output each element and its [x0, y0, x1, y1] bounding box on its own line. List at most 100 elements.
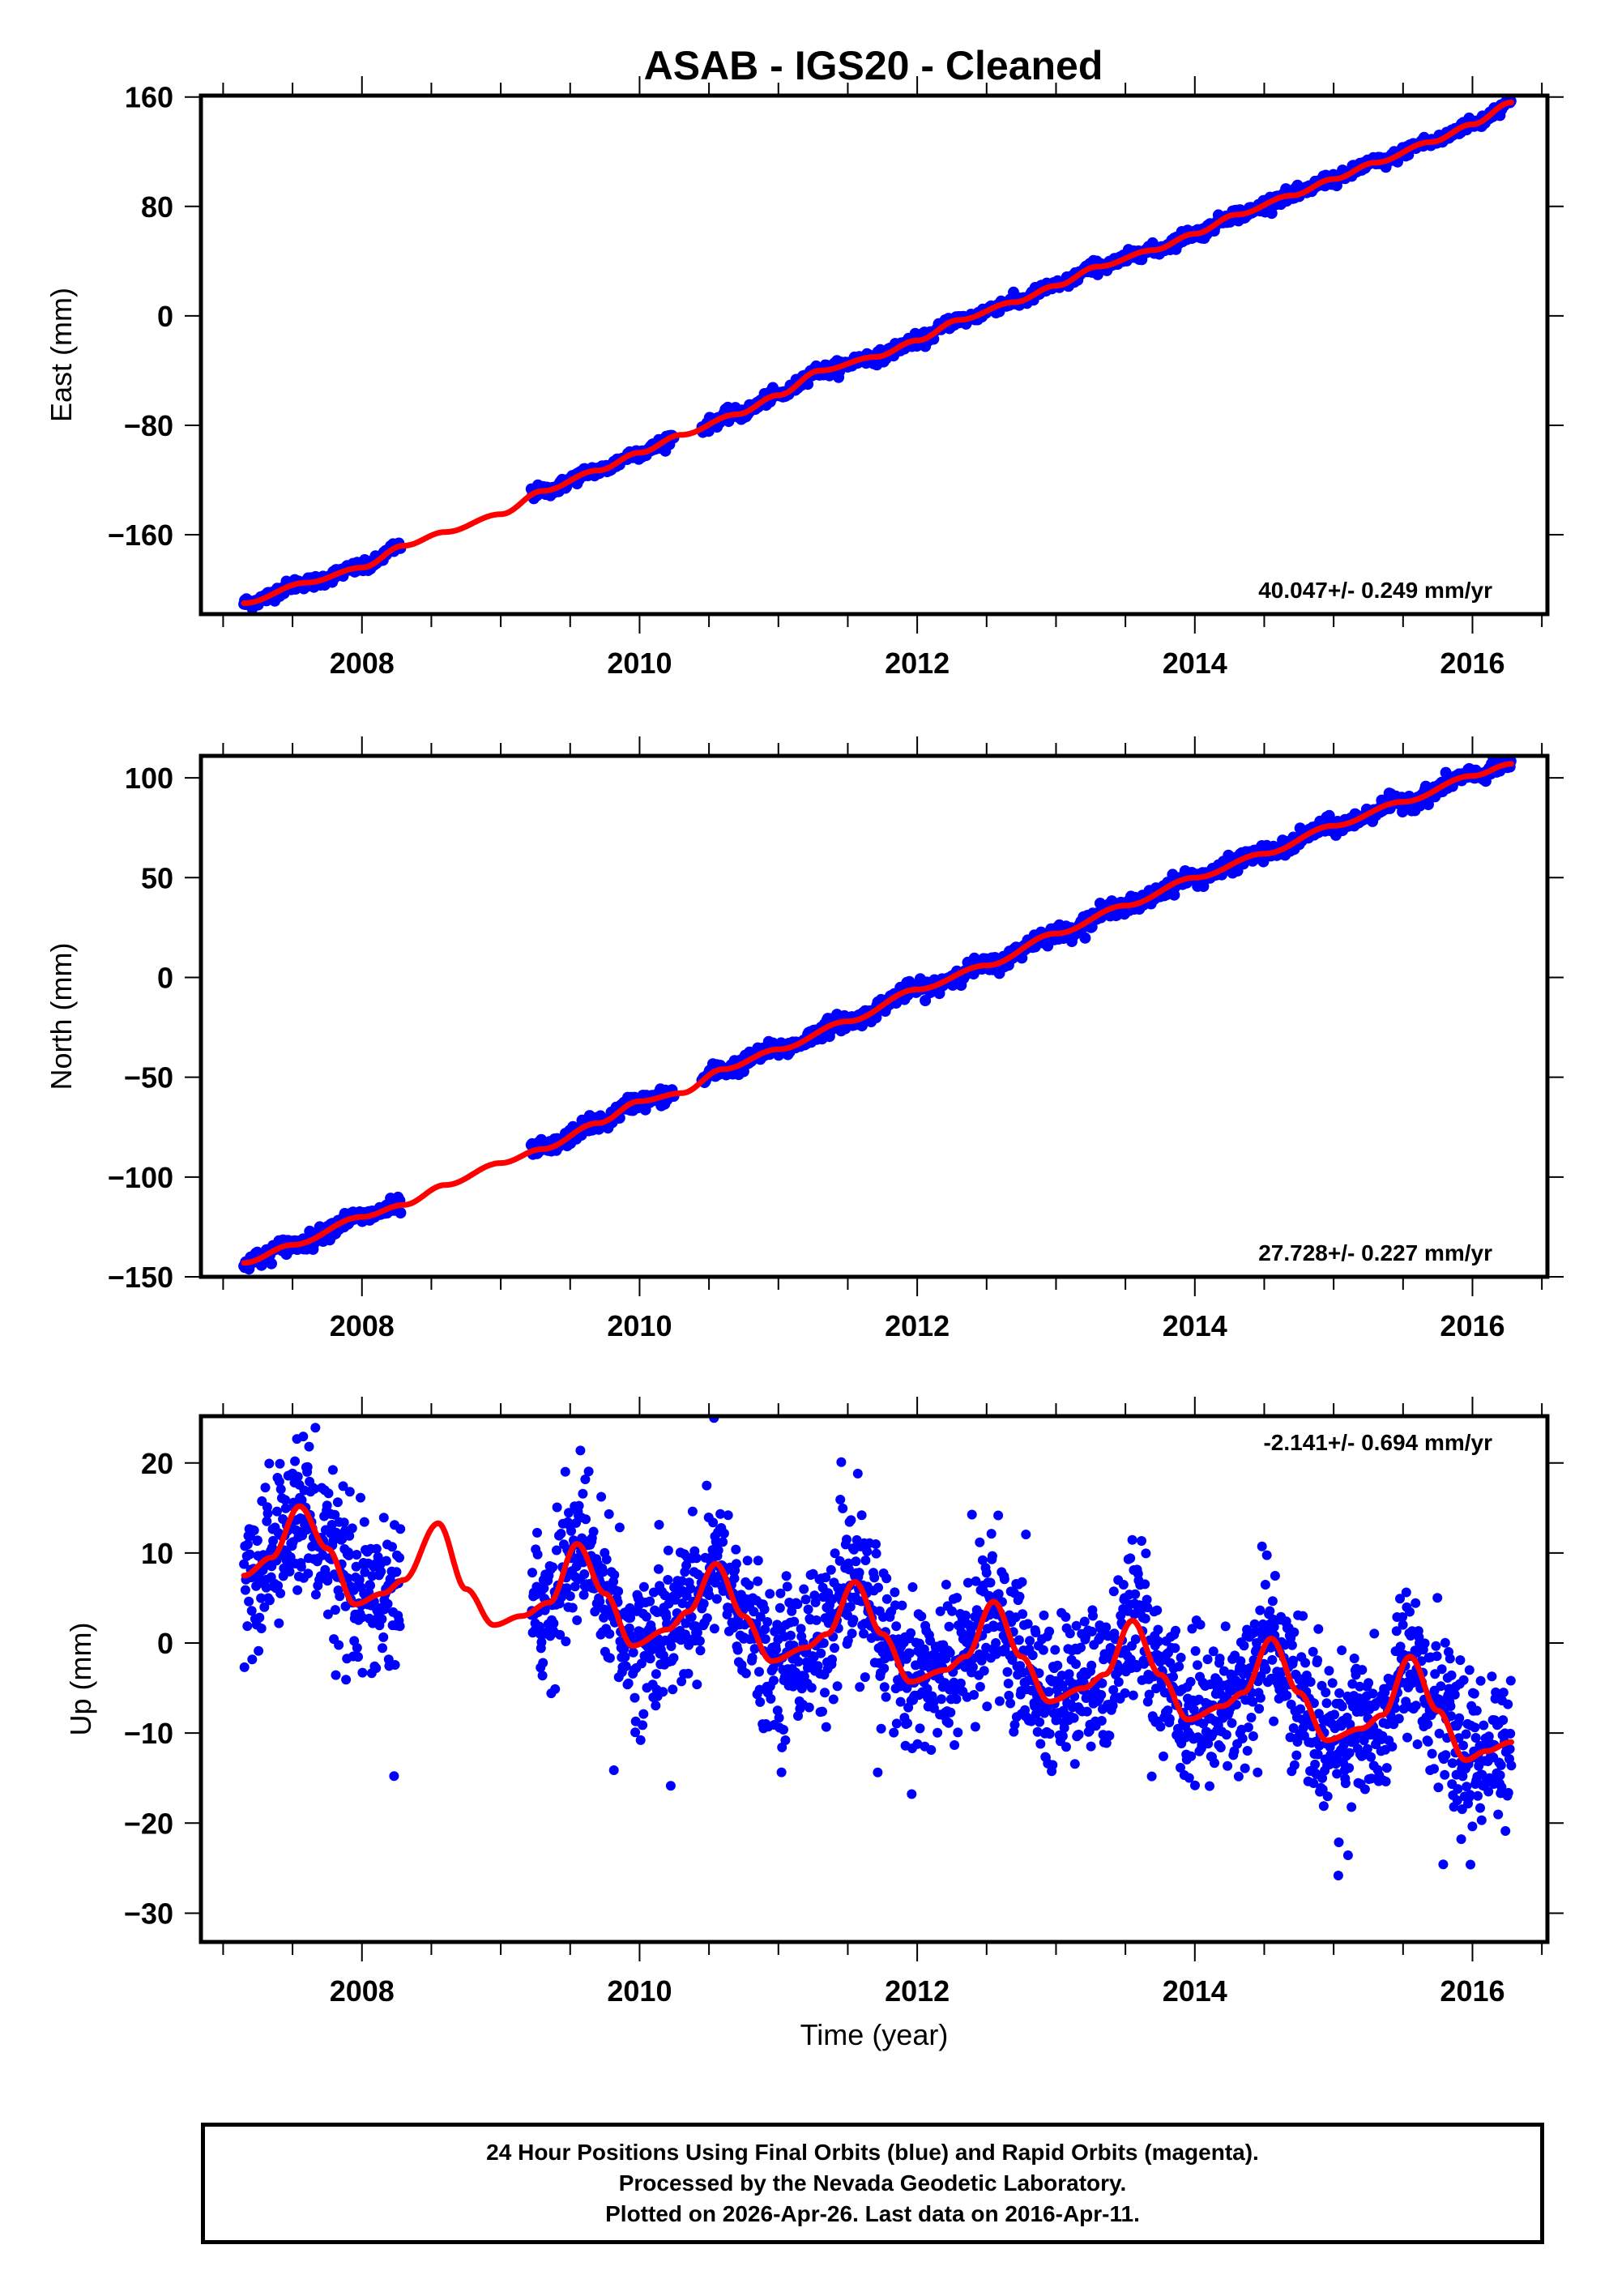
data-point: [1171, 1625, 1180, 1636]
data-point: [709, 1624, 719, 1634]
y-tick-label: −100: [108, 1161, 173, 1194]
data-point: [881, 1594, 892, 1604]
data-point: [1168, 1671, 1178, 1682]
x-tick-label: 2014: [1163, 1309, 1227, 1342]
data-point: [1270, 1571, 1280, 1581]
data-point: [1146, 1771, 1157, 1782]
data-point: [1344, 1748, 1355, 1758]
data-point: [609, 1570, 620, 1580]
data-point: [991, 1638, 1001, 1648]
data-point: [1174, 1662, 1184, 1671]
data-point: [620, 1652, 630, 1662]
data-point: [786, 1630, 796, 1641]
data-point: [1312, 1655, 1323, 1666]
data-point: [1039, 1610, 1049, 1620]
data-point: [854, 1568, 864, 1578]
data-point: [1140, 1613, 1150, 1624]
data-point: [967, 1662, 978, 1672]
data-point: [793, 1657, 804, 1667]
data-point: [382, 1598, 393, 1609]
data-point: [1130, 1634, 1141, 1645]
data-point: [1052, 1660, 1063, 1671]
data-point: [1432, 1593, 1443, 1603]
data-point: [836, 1457, 847, 1467]
data-point: [830, 1643, 839, 1654]
data-point: [1057, 1731, 1068, 1741]
north-y-axis-label: North (mm): [45, 943, 78, 1090]
data-point: [1260, 1580, 1270, 1590]
data-point: [1082, 1706, 1092, 1717]
data-point: [638, 1720, 648, 1731]
data-point: [702, 1613, 712, 1624]
data-point: [982, 1701, 992, 1712]
data-point: [341, 1675, 352, 1685]
data-point: [889, 1727, 899, 1738]
data-point: [719, 1528, 729, 1538]
data-point: [855, 1682, 865, 1692]
data-point: [274, 1618, 284, 1628]
data-point: [789, 1616, 800, 1627]
data-point: [1038, 1645, 1048, 1655]
data-point: [1402, 1732, 1412, 1743]
data-point: [1071, 1620, 1082, 1631]
figure-title: ASAB - IGS20 - Cleaned: [644, 43, 1103, 88]
data-point: [1265, 207, 1278, 220]
data-point: [574, 1500, 584, 1511]
data-point: [846, 1515, 856, 1526]
data-point: [1155, 1722, 1166, 1732]
data-point: [371, 1543, 382, 1554]
data-point: [1334, 1688, 1345, 1698]
data-point: [1215, 1743, 1226, 1752]
data-point: [1050, 1645, 1061, 1655]
data-point: [1321, 1688, 1331, 1697]
data-point: [851, 1556, 861, 1567]
data-point: [1003, 1679, 1014, 1688]
data-point: [1308, 1646, 1318, 1657]
data-point: [292, 1471, 303, 1482]
data-point: [264, 1458, 275, 1469]
data-point: [1187, 1624, 1197, 1634]
data-point: [1398, 1620, 1408, 1630]
data-point: [298, 1432, 309, 1442]
data-point: [873, 1582, 883, 1593]
data-point: [581, 1514, 591, 1525]
data-point: [1130, 1589, 1141, 1599]
data-point: [390, 1660, 400, 1670]
data-point: [993, 1510, 1004, 1521]
data-point: [1366, 1752, 1376, 1762]
data-point: [254, 1612, 265, 1623]
north-panel: 2008 2010 2012 2014 2016100500−50−100−150Nor…: [45, 736, 1564, 1342]
data-point: [1104, 1731, 1115, 1741]
data-point: [1261, 1664, 1271, 1675]
data-point: [776, 1767, 787, 1777]
data-point: [376, 1566, 386, 1577]
data-point: [1257, 1541, 1267, 1551]
data-point: [1337, 1701, 1347, 1712]
data-point: [848, 1615, 859, 1625]
data-point: [869, 1573, 880, 1583]
data-point: [252, 1535, 262, 1546]
data-point: [1152, 1605, 1163, 1615]
x-tick-label: 2016: [1440, 647, 1504, 680]
data-point: [799, 1584, 809, 1594]
data-point: [1344, 1763, 1355, 1773]
data-point: [310, 1590, 321, 1600]
data-point: [608, 1765, 619, 1775]
data-point: [378, 1513, 389, 1523]
data-point: [1288, 1655, 1299, 1666]
data-point: [1419, 1638, 1430, 1649]
data-point: [1061, 1742, 1071, 1752]
data-point: [1300, 1658, 1311, 1668]
data-point: [1253, 1767, 1263, 1777]
data-point: [1035, 1717, 1045, 1727]
data-point: [1186, 1751, 1197, 1761]
data-point: [658, 1687, 668, 1697]
data-point: [969, 1690, 979, 1700]
data-point: [879, 1682, 890, 1692]
data-point: [1337, 1645, 1347, 1655]
data-point: [967, 1509, 977, 1520]
data-point: [262, 1516, 272, 1526]
data-point: [1237, 1733, 1248, 1743]
data-point: [754, 1667, 764, 1677]
